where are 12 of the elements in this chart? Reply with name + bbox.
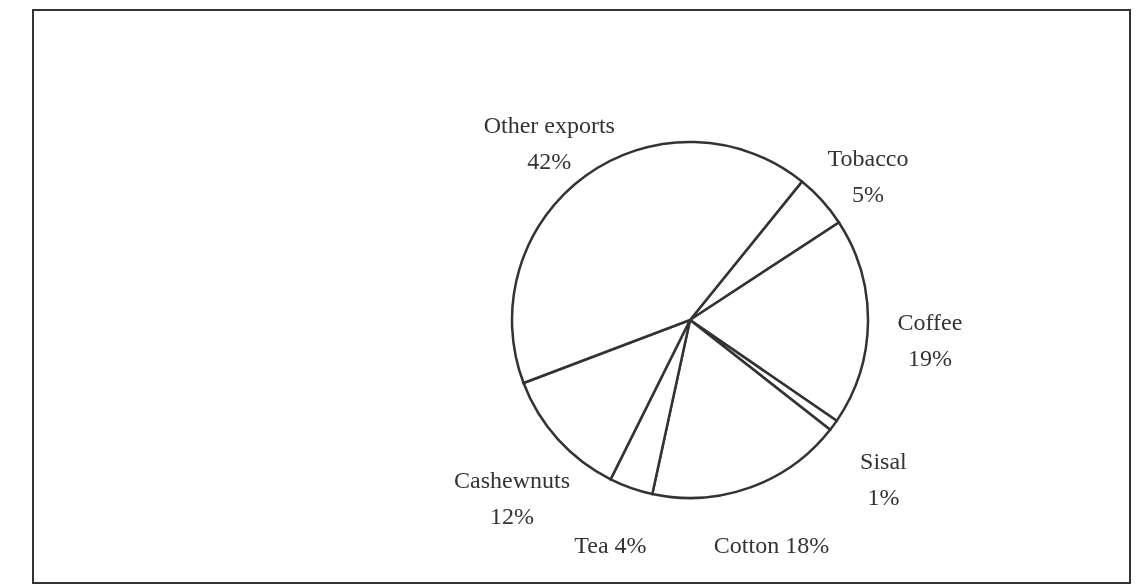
slice-label: Cotton 18% (713, 531, 830, 558)
data-label: 5% (852, 181, 884, 208)
slice-label: Other exports (483, 111, 615, 138)
slice-label: Tea 4% (574, 532, 647, 559)
data-label: 12% (490, 502, 534, 529)
slice-label: Coffee (897, 308, 963, 335)
data-label: 42% (527, 147, 572, 174)
data-label: 1% (867, 484, 900, 511)
slice-label: Sisal (860, 448, 908, 475)
slice-label: Tobacco (827, 145, 909, 172)
slice-label: Cashewnuts (454, 466, 570, 493)
data-label: 19% (907, 344, 952, 371)
